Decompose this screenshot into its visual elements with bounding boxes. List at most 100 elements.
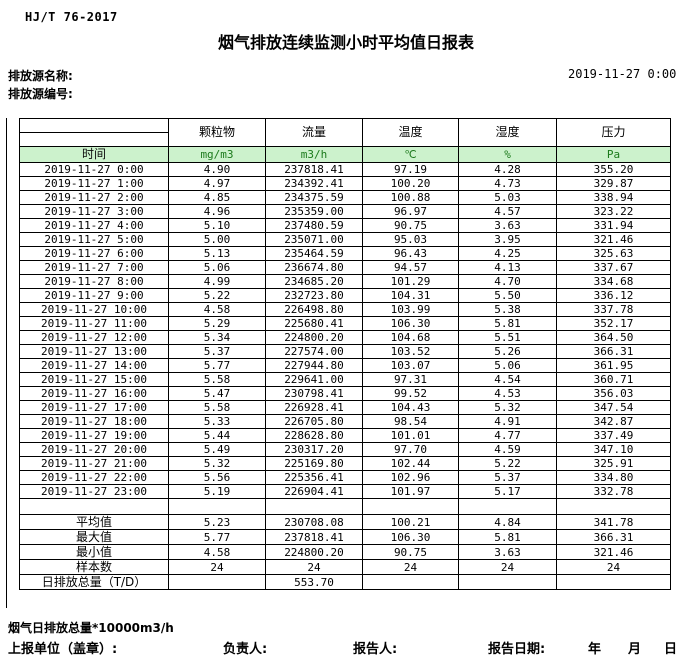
data-row-cell: 5.58 [168,372,266,387]
data-row-cell: 235359.00 [265,204,363,219]
data-row-cell: 2019-11-27 20:00 [19,442,169,457]
data-row: 2019-11-27 0:00 4.90 237818.41 97.19 4.28 355… [19,162,671,177]
data-row-cell: 230798.41 [265,386,363,401]
data-row-cell: 101.01 [362,428,459,443]
data-row-cell: 347.10 [556,442,671,457]
data-row-cell: 4.90 [168,162,266,177]
data-row-cell: 4.85 [168,190,266,205]
data-row-cell: 103.52 [362,344,459,359]
data-row-cell: 5.17 [458,484,557,499]
summary-row-cell: 24 [265,559,363,575]
responsible-label: 负责人: [223,642,268,657]
summary-row-cell: 90.75 [362,544,459,560]
data-row-cell: 332.78 [556,484,671,499]
data-row: 2019-11-27 19:00 5.44 228628.80 101.01 4.77 3… [19,428,671,443]
summary-row-cell: 24 [362,559,459,575]
data-row: 2019-11-27 22:00 5.56 225356.41 102.96 5.37 3… [19,470,671,485]
data-row-cell: 5.26 [458,344,557,359]
data-row-cell: 99.52 [362,386,459,401]
data-row-cell: 227574.00 [265,344,363,359]
data-row-cell: 338.94 [556,190,671,205]
reporter-label: 报告人: [353,642,398,657]
data-row-cell: 2019-11-27 7:00 [19,260,169,275]
data-row-cell: 95.03 [362,232,459,247]
summary-row-cell [556,574,671,590]
data-row-cell: 2019-11-27 9:00 [19,288,169,303]
spacer-row-cell [19,498,169,515]
data-row-cell: 2019-11-27 2:00 [19,190,169,205]
data-row-cell: 2019-11-27 5:00 [19,232,169,247]
summary-row-cell: 4.58 [168,544,266,560]
data-row: 2019-11-27 9:00 5.22 232723.80 104.31 5.50 33… [19,288,671,303]
data-row-cell: 4.59 [458,442,557,457]
data-row-cell: 4.96 [168,204,266,219]
data-row-cell: 104.68 [362,330,459,345]
data-row-cell: 4.25 [458,246,557,261]
data-row-cell: 101.29 [362,274,459,289]
summary-row: 最小值 4.58 224800.20 90.75 3.63 321.46 [19,544,671,560]
data-row-cell: 366.31 [556,344,671,359]
header-temperature: 温度 [362,118,459,147]
data-row: 2019-11-27 14:00 5.77 227944.80 103.07 5.06 3… [19,358,671,373]
data-row-cell: 102.44 [362,456,459,471]
data-row-cell: 364.50 [556,330,671,345]
data-row-cell: 5.49 [168,442,266,457]
data-row-cell: 100.20 [362,176,459,191]
data-row: 2019-11-27 20:00 5.49 230317.20 97.70 4.59 34… [19,442,671,457]
data-row: 2019-11-27 3:00 4.96 235359.00 96.97 4.57 323… [19,204,671,219]
data-row-cell: 106.30 [362,316,459,331]
data-row-cell: 2019-11-27 21:00 [19,456,169,471]
data-row-cell: 334.80 [556,470,671,485]
data-row-cell: 5.51 [458,330,557,345]
data-row: 2019-11-27 16:00 5.47 230798.41 99.52 4.53 35… [19,386,671,401]
data-row-cell: 329.87 [556,176,671,191]
summary-row-cell: 224800.20 [265,544,363,560]
data-row-cell: 4.28 [458,162,557,177]
data-row-cell: 331.94 [556,218,671,233]
data-row-cell: 342.87 [556,414,671,429]
data-row-cell: 2019-11-27 8:00 [19,274,169,289]
summary-row-cell: 4.84 [458,514,557,530]
data-row: 2019-11-27 23:00 5.19 226904.41 101.97 5.17 3… [19,484,671,499]
data-row: 2019-11-27 11:00 5.29 225680.41 106.30 5.81 3… [19,316,671,331]
data-row-cell: 2019-11-27 18:00 [19,414,169,429]
data-row-cell: 325.63 [556,246,671,261]
summary-row-cell: 样本数 [19,559,169,575]
day-label: 日 [664,642,678,657]
data-row-cell: 97.31 [362,372,459,387]
spacer-row [19,498,671,515]
data-row-cell: 321.46 [556,232,671,247]
data-row: 2019-11-27 10:00 4.58 226498.80 103.99 5.38 3… [19,302,671,317]
data-row-cell: 5.22 [458,456,557,471]
data-row-cell: 5.13 [168,246,266,261]
summary-row-cell: 5.81 [458,529,557,545]
data-row-cell: 224800.20 [265,330,363,345]
data-row-cell: 97.70 [362,442,459,457]
data-row-cell: 5.06 [168,260,266,275]
data-row-cell: 104.43 [362,400,459,415]
summary-row-cell: 100.21 [362,514,459,530]
data-row-cell: 2019-11-27 10:00 [19,302,169,317]
spacer-row-cell [265,498,363,515]
data-row-cell: 230317.20 [265,442,363,457]
data-row-cell: 5.38 [458,302,557,317]
data-row-cell: 226904.41 [265,484,363,499]
data-row-cell: 2019-11-27 22:00 [19,470,169,485]
data-row-cell: 4.91 [458,414,557,429]
header-flow: 流量 [265,118,363,147]
summary-row-cell: 3.63 [458,544,557,560]
summary-row-cell: 366.31 [556,529,671,545]
time-header: 时间 [19,146,169,163]
header-pressure: 压力 [556,118,671,147]
data-row-cell: 5.77 [168,358,266,373]
data-row-cell: 96.97 [362,204,459,219]
report-date-label: 报告日期: [488,642,546,657]
data-row-cell: 4.57 [458,204,557,219]
data-row: 2019-11-27 18:00 5.33 226705.80 98.54 4.91 34… [19,414,671,429]
data-row-cell: 225169.80 [265,456,363,471]
data-row-cell: 360.71 [556,372,671,387]
header-row-top: 颗粒物 流量 温度 湿度 压力 [19,118,671,147]
report-table: 颗粒物 流量 温度 湿度 压力 时间 mg/m3 m3/h ℃ % Pa [19,118,671,590]
data-row-cell: 2019-11-27 16:00 [19,386,169,401]
